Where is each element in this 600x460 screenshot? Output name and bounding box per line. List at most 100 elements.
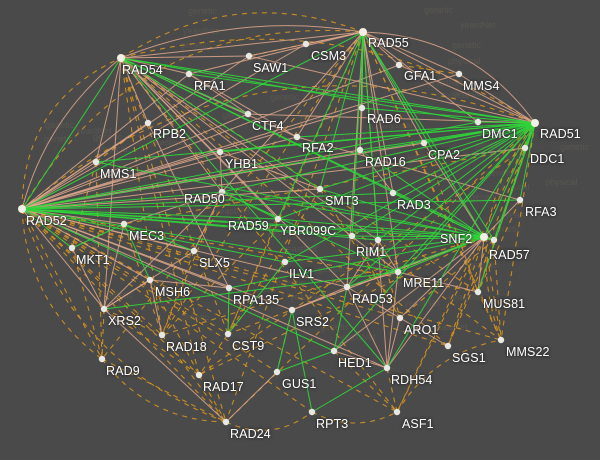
graph-edge-green[interactable]: [95, 122, 536, 163]
graph-edge-green[interactable]: [21, 192, 394, 210]
graph-node-mus81[interactable]: [474, 288, 482, 296]
graph-edge-arc-orange[interactable]: [21, 208, 227, 423]
graph-edge-orange[interactable]: [161, 334, 227, 423]
graph-node-sgs1[interactable]: [444, 342, 452, 350]
graph-node-srs2[interactable]: [288, 306, 296, 314]
graph-edge-green[interactable]: [21, 208, 73, 249]
graph-edge-salmon[interactable]: [21, 64, 400, 210]
graph-edge-green[interactable]: [120, 57, 388, 369]
graph-edge-green[interactable]: [120, 57, 536, 124]
graph-edge-salmon[interactable]: [120, 57, 221, 153]
graph-edge-green[interactable]: [227, 287, 230, 335]
graph-node-rdh54[interactable]: [383, 364, 391, 372]
graph-node-rad16[interactable]: [356, 146, 364, 154]
graph-node-rad50[interactable]: [218, 188, 226, 196]
graph-edge-green[interactable]: [333, 286, 348, 352]
graph-node-cst9[interactable]: [224, 330, 232, 338]
graph-edge-green[interactable]: [483, 122, 536, 238]
graph-node-rad9[interactable]: [98, 355, 106, 363]
graph-node-smt3[interactable]: [316, 185, 324, 193]
graph-node-rad59[interactable]: [274, 215, 282, 223]
graph-edge-salmon[interactable]: [362, 31, 425, 144]
graph-edge-green[interactable]: [477, 122, 536, 293]
graph-edge-orange[interactable]: [21, 208, 229, 335]
graph-edge-salmon[interactable]: [221, 31, 364, 193]
graph-edge-green[interactable]: [120, 57, 479, 123]
graph-edge-orange[interactable]: [120, 57, 398, 413]
graph-edge-salmon[interactable]: [71, 247, 105, 310]
graph-node-mms1[interactable]: [92, 158, 100, 166]
graph-edge-green[interactable]: [221, 191, 279, 220]
graph-edge-green[interactable]: [120, 57, 249, 115]
graph-node-mre11[interactable]: [394, 268, 402, 276]
graph-edge-orange[interactable]: [198, 236, 485, 376]
graph-edge-orange[interactable]: [21, 208, 449, 347]
graph-edge-orange[interactable]: [198, 333, 229, 376]
graph-edge-green[interactable]: [397, 236, 485, 273]
graph-node-rad51[interactable]: [531, 119, 539, 127]
graph-edge-green[interactable]: [227, 261, 286, 335]
graph-edge-orange[interactable]: [225, 31, 364, 423]
graph-edge-orange[interactable]: [21, 208, 103, 360]
graph-node-mms4[interactable]: [455, 70, 463, 78]
graph-edge-salmon[interactable]: [333, 236, 485, 352]
graph-edge-orange[interactable]: [161, 236, 485, 336]
graph-edge-green[interactable]: [291, 309, 313, 413]
graph-node-rad52[interactable]: [18, 205, 26, 213]
graph-edge-green[interactable]: [21, 208, 335, 352]
graph-edge-green[interactable]: [359, 122, 536, 151]
graph-edge-orange[interactable]: [386, 367, 398, 413]
graph-edge-green[interactable]: [120, 57, 495, 241]
graph-edge-orange[interactable]: [396, 122, 536, 413]
graph-edge-orange[interactable]: [477, 291, 502, 341]
graph-edge-salmon[interactable]: [21, 208, 230, 289]
graph-edge-salmon[interactable]: [362, 31, 536, 124]
graph-edge-orange[interactable]: [21, 208, 278, 373]
graph-edge-salmon[interactable]: [103, 308, 227, 423]
graph-node-rad6[interactable]: [358, 104, 366, 112]
graph-edge-salmon[interactable]: [386, 317, 401, 369]
graph-edge-salmon[interactable]: [346, 286, 401, 319]
graph-edge-orange[interactable]: [21, 208, 479, 293]
graph-edge-green[interactable]: [21, 208, 495, 241]
graph-node-ctf4[interactable]: [244, 110, 252, 118]
graph-edge-green[interactable]: [319, 31, 364, 190]
graph-node-rfa3[interactable]: [516, 196, 524, 204]
graph-edge-arc-orange[interactable]: [21, 85, 536, 210]
graph-edge-salmon[interactable]: [21, 43, 307, 210]
graph-edge-salmon[interactable]: [458, 73, 536, 124]
graph-edge-green[interactable]: [362, 31, 485, 238]
graph-node-rad24[interactable]: [222, 418, 230, 426]
graph-edge-arc-salmon[interactable]: [120, 25, 364, 59]
graph-edge-arc-orange[interactable]: [396, 339, 502, 413]
graph-edge-salmon[interactable]: [362, 31, 394, 194]
graph-edge-green[interactable]: [284, 122, 536, 263]
graph-edge-green[interactable]: [221, 122, 536, 193]
graph-edge-orange[interactable]: [396, 236, 485, 413]
graph-edge-arc-orange[interactable]: [21, 29, 364, 210]
graph-node-hed1[interactable]: [330, 347, 338, 355]
graph-edge-green[interactable]: [284, 236, 485, 263]
graph-edge-orange[interactable]: [362, 31, 479, 293]
graph-edge-arc-orange[interactable]: [120, 38, 536, 124]
graph-edge-green[interactable]: [21, 121, 479, 210]
graph-edge-green[interactable]: [123, 223, 195, 252]
graph-edge-orange[interactable]: [161, 218, 279, 336]
graph-edge-green[interactable]: [21, 208, 353, 237]
graph-edge-green[interactable]: [276, 350, 335, 373]
graph-edge-green[interactable]: [311, 367, 388, 413]
graph-node-rfa1[interactable]: [185, 70, 193, 78]
graph-edge-orange[interactable]: [21, 208, 313, 413]
graph-edge-arc-orange[interactable]: [101, 358, 227, 423]
graph-node-snf2[interactable]: [480, 233, 488, 241]
graph-edge-orange[interactable]: [333, 350, 398, 413]
graph-edge-salmon[interactable]: [120, 57, 190, 75]
graph-edge-green[interactable]: [221, 191, 485, 238]
graph-edge-salmon[interactable]: [346, 239, 379, 288]
graph-edge-green[interactable]: [346, 122, 536, 288]
graph-node-ybr099c[interactable]: [348, 232, 356, 240]
graph-edge-salmon[interactable]: [296, 136, 521, 201]
graph-edge-orange[interactable]: [493, 239, 502, 341]
graph-edge-arc-orange[interactable]: [225, 411, 313, 431]
